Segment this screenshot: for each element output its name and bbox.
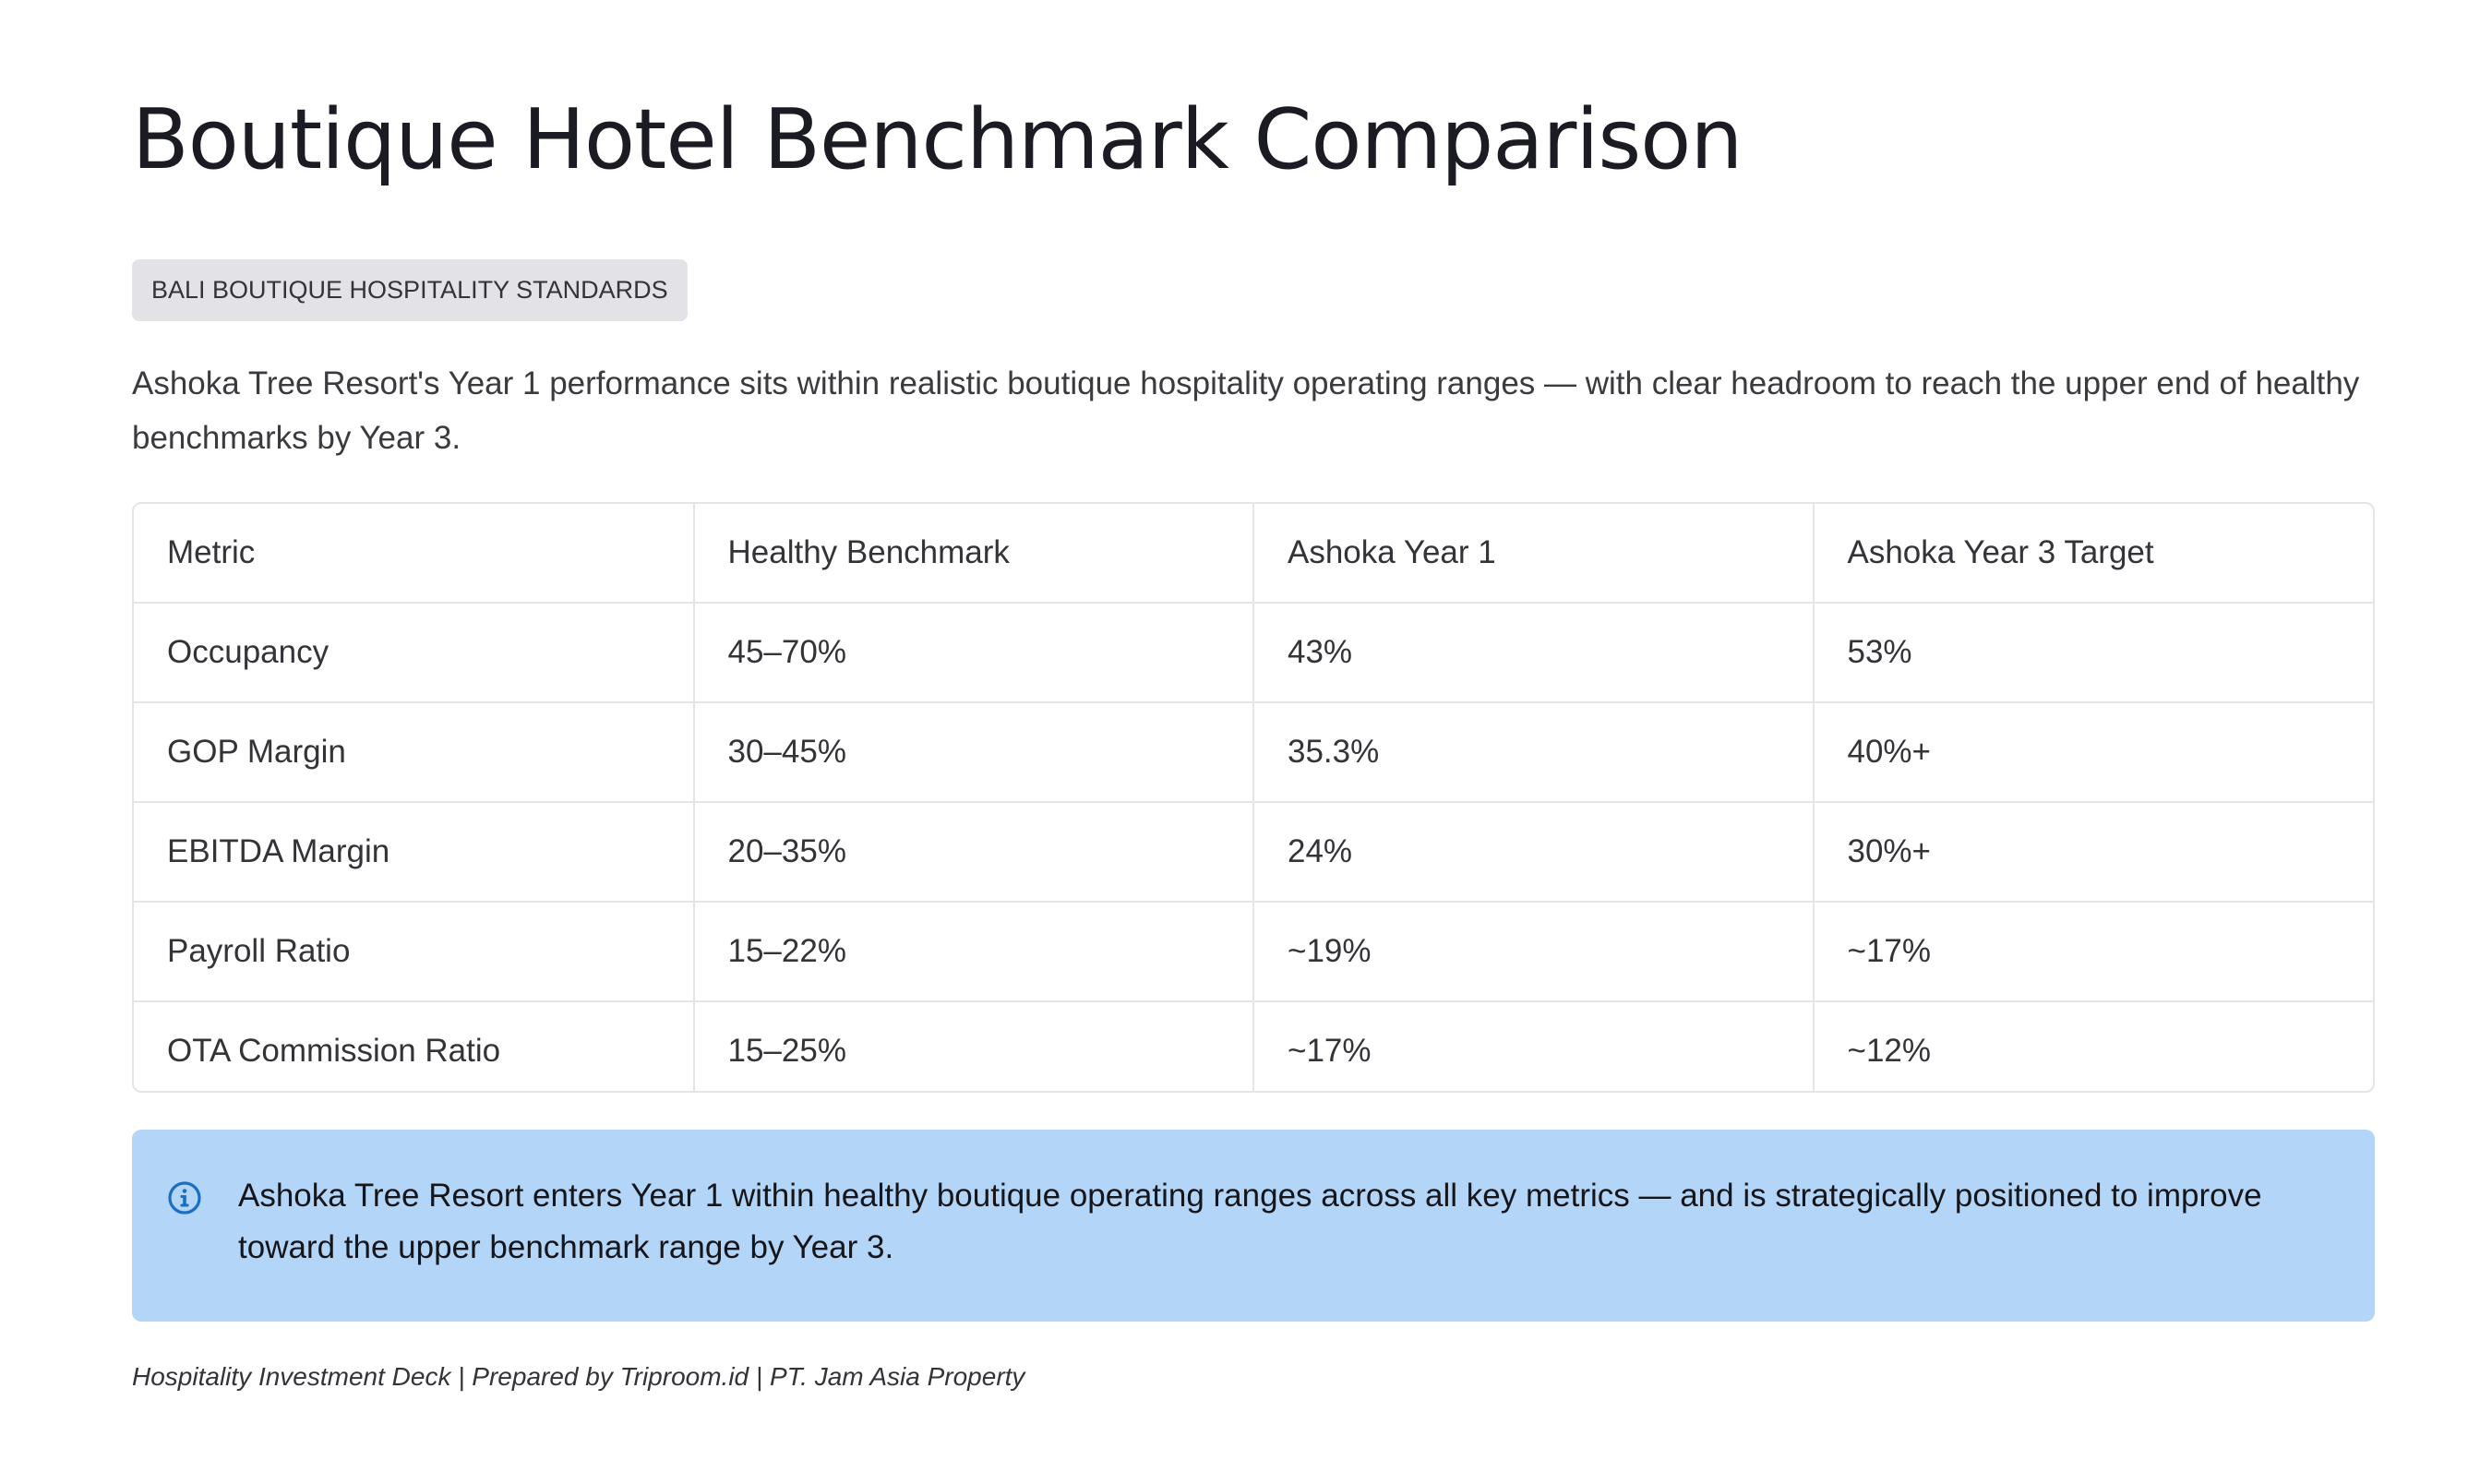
table-cell-year-3: 30%+: [1813, 802, 2373, 903]
footer-text: Hospitality Investment Deck | Prepared b…: [132, 1362, 1025, 1391]
table-cell-metric: GOP Margin: [134, 702, 695, 803]
table-row: Payroll Ratio 15–22% ~19% ~17%: [134, 902, 2373, 1002]
table-cell-year-1: ~17%: [1253, 1001, 1815, 1091]
table-cell-year-1: ~19%: [1253, 902, 1815, 1002]
table-cell-metric: OTA Commission Ratio: [134, 1001, 695, 1091]
table-row: OTA Commission Ratio 15–25% ~17% ~12%: [134, 1001, 2373, 1091]
info-callout: Ashoka Tree Resort enters Year 1 within …: [132, 1130, 2375, 1322]
table-header-row: Metric Healthy Benchmark Ashoka Year 1 A…: [134, 504, 2373, 604]
column-header-year-3-target: Ashoka Year 3 Target: [1813, 504, 2373, 604]
page-title: Boutique Hotel Benchmark Comparison: [132, 91, 1743, 188]
benchmark-table: Metric Healthy Benchmark Ashoka Year 1 A…: [132, 502, 2375, 1093]
table-cell-metric: Payroll Ratio: [134, 902, 695, 1002]
table-cell-year-3: ~12%: [1847, 1033, 1932, 1069]
table-cell-year-1: 35.3%: [1253, 702, 1815, 803]
table-cell-benchmark: 20–35%: [693, 802, 1254, 903]
table-cell-year-1: 24%: [1253, 802, 1815, 903]
intro-paragraph: Ashoka Tree Resort's Year 1 performance …: [132, 365, 2360, 456]
column-header-healthy-benchmark: Healthy Benchmark: [693, 504, 1254, 604]
table-cell-year-1: 43%: [1253, 603, 1815, 703]
table-cell-benchmark: 45–70%: [693, 603, 1254, 703]
table-row: GOP Margin 30–45% 35.3% 40%+: [134, 702, 2373, 803]
table-cell-year-3: ~17%: [1813, 902, 2373, 1002]
table-cell-benchmark: 30–45%: [693, 702, 1254, 803]
column-header-year-1: Ashoka Year 1: [1253, 504, 1815, 604]
table-cell-metric: Occupancy: [134, 603, 695, 703]
column-header-metric: Metric: [134, 504, 695, 604]
info-circle-icon: [167, 1180, 202, 1215]
table-cell-metric: EBITDA Margin: [134, 802, 695, 903]
callout-text: Ashoka Tree Resort enters Year 1 within …: [238, 1178, 2262, 1265]
table-cell-year-3: 40%+: [1813, 702, 2373, 803]
table-cell-benchmark: 15–22%: [693, 902, 1254, 1002]
table-row: EBITDA Margin 20–35% 24% 30%+: [134, 802, 2373, 903]
table-cell-benchmark: 15–25%: [693, 1001, 1254, 1091]
table-cell-year-3: 53%: [1813, 603, 2373, 703]
category-badge: BALI BOUTIQUE HOSPITALITY STANDARDS: [132, 259, 688, 321]
table-row: Occupancy 45–70% 43% 53%: [134, 603, 2373, 703]
